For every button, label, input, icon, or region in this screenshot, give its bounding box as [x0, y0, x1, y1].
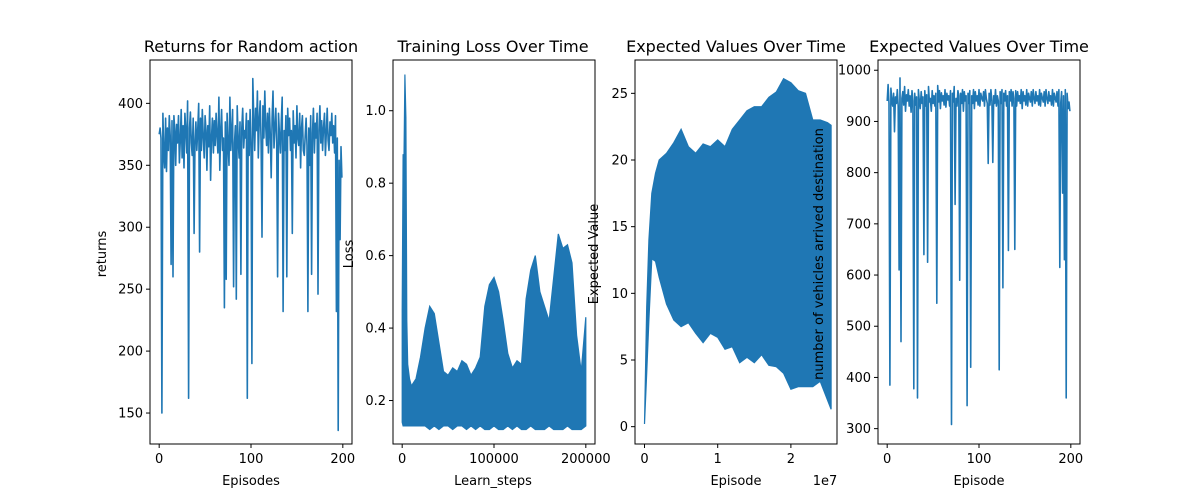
xlabel-vehicles: Episode — [953, 474, 1004, 489]
y-tick-label: 1.0 — [365, 104, 386, 119]
y-tick-label: 900 — [846, 115, 871, 130]
subplot-vehicles: Expected Values Over Time Episode number… — [812, 37, 1089, 489]
series-line — [886, 77, 1071, 426]
plot-area-returns: 0 100 200 150 200 250 300 350 400 — [118, 59, 355, 467]
x-tick-label: 2 — [787, 452, 795, 467]
ylabel-vehicles: number of vehicles arrived destination — [812, 128, 827, 380]
ylabel-loss: Loss — [342, 240, 357, 269]
x-tick-label: 0 — [640, 452, 648, 467]
plot-area-vehicles: 0 100 200 300 400 500 600 700 800 900 1000 — [838, 59, 1083, 467]
y-tick-label: 150 — [118, 407, 143, 422]
y-tick-label: 25 — [611, 87, 628, 102]
x-tick-label: 0 — [155, 452, 163, 467]
plot-area-loss: 0 100000 200000 0.2 0.4 0.6 0.8 1.0 — [365, 59, 611, 467]
y-tick-label: 0.8 — [365, 177, 386, 192]
title-loss: Training Loss Over Time — [396, 37, 588, 56]
y-tick-label: 5 — [620, 354, 628, 369]
y-tick-label: 20 — [611, 154, 628, 169]
subplot-returns: Returns for Random action Episodes retur… — [95, 37, 358, 489]
series-line — [158, 77, 343, 432]
y-tick-label: 15 — [611, 220, 628, 235]
y-tick-label: 0.6 — [365, 249, 386, 264]
y-tick-label: 200 — [118, 345, 143, 360]
series-band — [643, 77, 832, 425]
x-tick-label: 0 — [398, 452, 406, 467]
ylabel-returns: returns — [95, 231, 110, 278]
ylabel-expected-values: Expected Value — [587, 204, 602, 304]
title-vehicles: Expected Values Over Time — [869, 37, 1089, 56]
y-tick-label: 800 — [846, 166, 871, 181]
x-tick-label: 100000 — [469, 452, 519, 467]
xlabel-expected-values: Episode — [710, 474, 761, 489]
series-band — [401, 74, 587, 431]
x-tick-label: 200 — [330, 452, 355, 467]
y-tick-label: 0 — [620, 420, 628, 435]
x-tick-label: 200000 — [561, 452, 611, 467]
y-tick-label: 250 — [118, 283, 143, 298]
title-expected-values: Expected Values Over Time — [626, 37, 846, 56]
x-offset-label-expected-values: 1e7 — [813, 474, 838, 489]
y-tick-label: 400 — [846, 371, 871, 386]
y-tick-label: 400 — [118, 97, 143, 112]
y-tick-label: 0.2 — [365, 394, 386, 409]
subplot-expected-values: Expected Values Over Time Episode Expect… — [587, 37, 846, 489]
xlabel-loss: Learn_steps — [454, 474, 532, 489]
y-tick-label: 0.4 — [365, 322, 386, 337]
y-tick-label: 600 — [846, 269, 871, 284]
x-tick-label: 100 — [239, 452, 264, 467]
x-tick-label: 200 — [1058, 452, 1083, 467]
y-tick-label: 300 — [118, 221, 143, 236]
x-tick-label: 0 — [883, 452, 891, 467]
y-tick-label: 1000 — [838, 64, 871, 79]
xlabel-returns: Episodes — [222, 474, 280, 489]
title-returns: Returns for Random action — [144, 37, 358, 56]
y-tick-label: 350 — [118, 159, 143, 174]
subplot-loss: Training Loss Over Time Learn_steps Loss… — [342, 37, 611, 489]
y-tick-label: 700 — [846, 217, 871, 232]
y-tick-label: 300 — [846, 422, 871, 437]
x-tick-label: 100 — [967, 452, 992, 467]
y-tick-label: 500 — [846, 320, 871, 335]
x-tick-label: 1 — [714, 452, 722, 467]
axes-frame — [634, 59, 838, 445]
y-tick-label: 10 — [611, 287, 628, 302]
